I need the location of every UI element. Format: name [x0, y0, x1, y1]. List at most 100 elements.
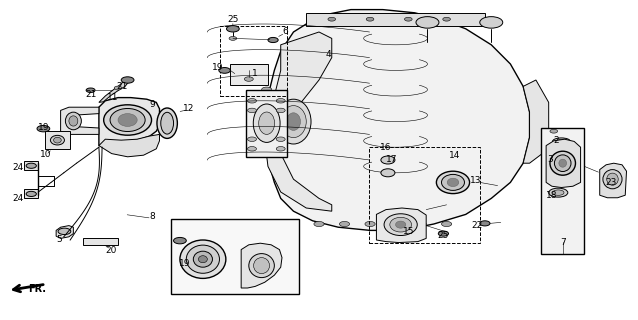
Ellipse shape [390, 217, 412, 232]
Circle shape [268, 37, 278, 43]
Polygon shape [523, 80, 549, 163]
Ellipse shape [559, 159, 567, 167]
Text: 14: 14 [449, 151, 460, 160]
Circle shape [248, 108, 256, 113]
Text: 24: 24 [12, 194, 24, 203]
Circle shape [26, 163, 36, 168]
Ellipse shape [384, 214, 417, 236]
Ellipse shape [54, 137, 61, 143]
Circle shape [262, 151, 272, 156]
Circle shape [366, 17, 374, 21]
Ellipse shape [69, 116, 78, 126]
Ellipse shape [381, 156, 395, 164]
Circle shape [276, 99, 285, 103]
Text: 4: 4 [326, 50, 331, 59]
Circle shape [480, 17, 503, 28]
Polygon shape [546, 139, 581, 188]
Ellipse shape [253, 104, 280, 142]
Ellipse shape [556, 140, 567, 143]
Ellipse shape [447, 178, 459, 187]
Ellipse shape [276, 99, 311, 144]
Ellipse shape [286, 113, 300, 131]
Circle shape [276, 137, 285, 141]
Ellipse shape [110, 108, 145, 132]
Ellipse shape [198, 256, 207, 263]
Bar [83, 238, 118, 245]
Circle shape [404, 17, 412, 21]
Bar [369, 147, 480, 243]
Text: 18: 18 [545, 191, 557, 200]
Bar [171, 219, 299, 294]
Ellipse shape [553, 157, 565, 163]
Text: 17: 17 [386, 156, 397, 164]
Circle shape [219, 68, 230, 73]
Bar [246, 90, 287, 157]
Bar [230, 64, 268, 85]
Ellipse shape [553, 190, 564, 195]
Ellipse shape [103, 105, 152, 135]
Bar [306, 13, 485, 26]
Ellipse shape [66, 112, 82, 130]
Ellipse shape [281, 106, 306, 138]
Circle shape [550, 129, 558, 133]
Bar [541, 128, 584, 254]
Ellipse shape [253, 258, 269, 274]
Text: 24: 24 [12, 164, 24, 172]
Circle shape [443, 17, 450, 21]
Circle shape [121, 77, 134, 83]
Circle shape [58, 228, 71, 235]
Text: 25: 25 [438, 231, 449, 240]
Polygon shape [99, 80, 129, 102]
Ellipse shape [441, 174, 464, 190]
Ellipse shape [381, 169, 395, 177]
Circle shape [244, 77, 253, 81]
Text: 11: 11 [107, 93, 118, 102]
Text: 19: 19 [179, 260, 191, 268]
Text: 5: 5 [56, 236, 62, 244]
Text: 19: 19 [38, 124, 49, 132]
Polygon shape [241, 243, 282, 288]
Ellipse shape [550, 151, 575, 175]
Ellipse shape [161, 112, 174, 134]
Polygon shape [61, 107, 99, 134]
Text: 13: 13 [470, 176, 481, 185]
Ellipse shape [554, 155, 571, 172]
Ellipse shape [549, 156, 569, 164]
Polygon shape [265, 10, 530, 230]
Text: 16: 16 [380, 143, 392, 152]
Polygon shape [99, 98, 160, 146]
Text: 25: 25 [227, 15, 239, 24]
Text: 8: 8 [149, 212, 155, 221]
Circle shape [328, 17, 336, 21]
Bar [24, 189, 38, 198]
Circle shape [37, 125, 50, 132]
Bar [24, 161, 38, 170]
Text: FR.: FR. [28, 284, 46, 294]
Circle shape [339, 221, 350, 227]
Bar [45, 131, 70, 149]
Ellipse shape [436, 171, 470, 194]
Ellipse shape [607, 173, 618, 185]
Ellipse shape [396, 221, 406, 228]
Text: 6: 6 [282, 28, 288, 36]
Text: 21: 21 [117, 82, 128, 91]
Ellipse shape [180, 240, 226, 278]
Circle shape [416, 221, 426, 227]
Circle shape [174, 237, 186, 244]
Ellipse shape [157, 108, 177, 138]
Text: 2: 2 [554, 136, 559, 145]
Ellipse shape [50, 135, 64, 145]
Circle shape [438, 231, 449, 236]
Circle shape [365, 221, 375, 227]
Circle shape [86, 88, 95, 92]
Circle shape [248, 137, 256, 141]
Text: 20: 20 [105, 246, 117, 255]
Ellipse shape [118, 114, 137, 126]
Circle shape [276, 108, 285, 113]
Text: 21: 21 [85, 90, 96, 99]
Circle shape [390, 221, 401, 227]
Text: 7: 7 [560, 238, 566, 247]
Circle shape [262, 135, 272, 140]
Text: 1: 1 [252, 69, 258, 78]
Circle shape [248, 99, 256, 103]
